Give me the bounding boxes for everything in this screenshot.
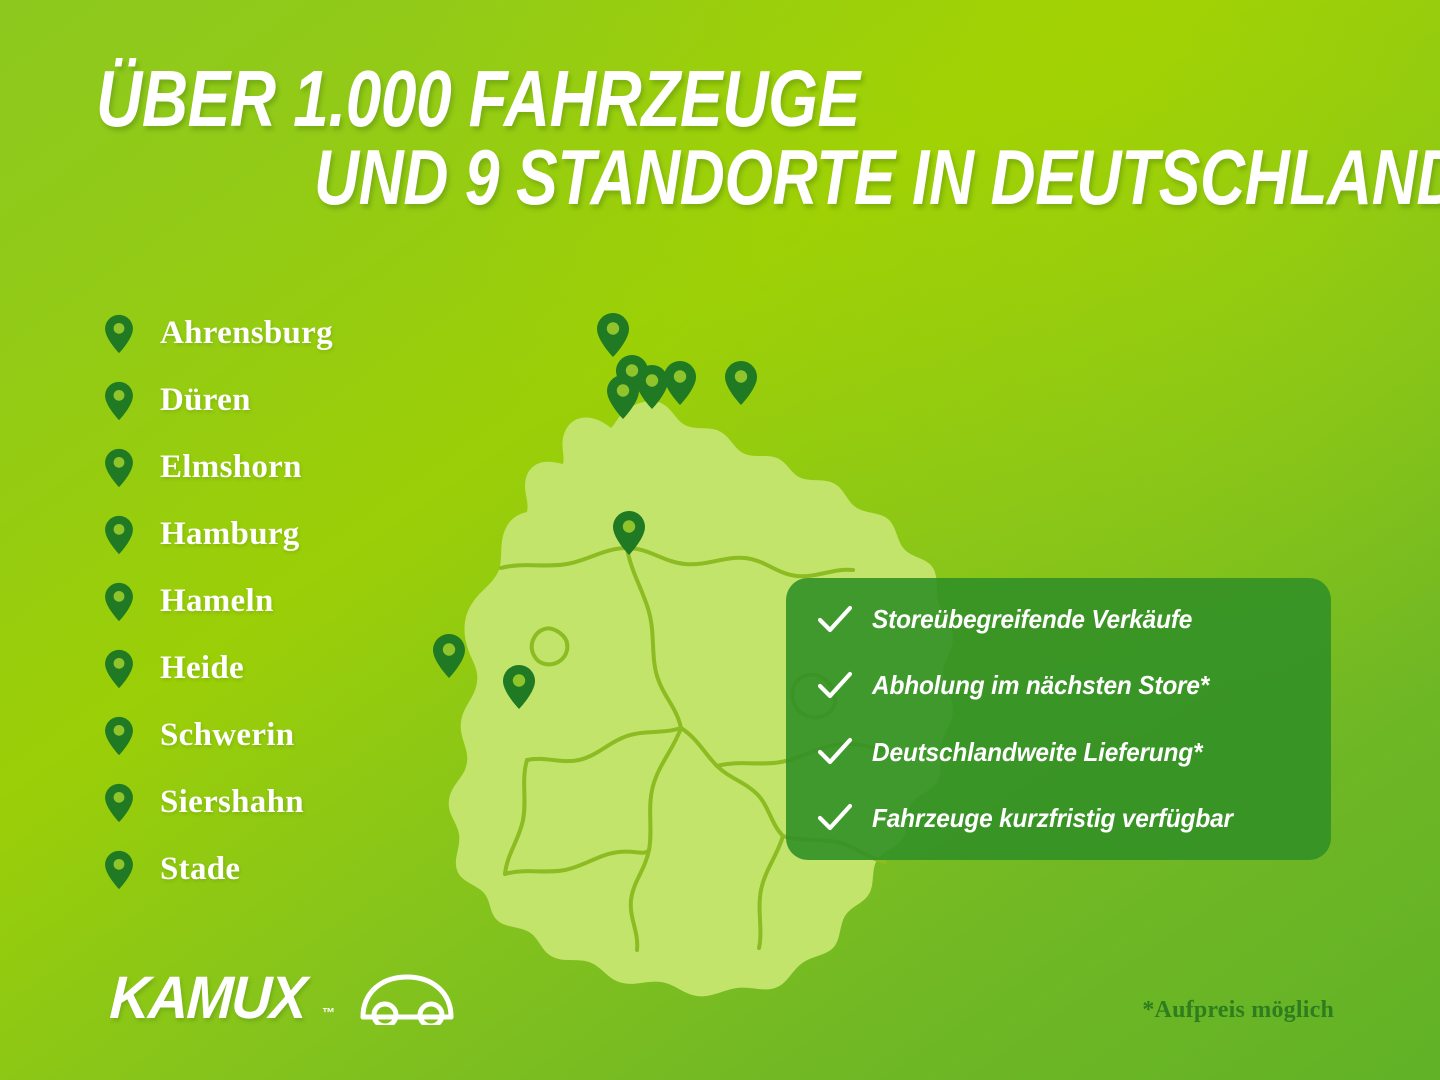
map-pin-icon: [104, 448, 134, 488]
headline-line-1: ÜBER 1.000 FAHRZEUGE: [96, 54, 860, 143]
benefits-panel: Storeübegreifende Verkäufe Abholung im nä…: [786, 578, 1331, 860]
benefit-item: Fahrzeuge kurzfristig verfügbar: [818, 803, 1301, 834]
map-pin-icon[interactable]: [635, 364, 669, 410]
benefit-label: Abholung im nächsten Store*: [872, 670, 1210, 701]
list-item[interactable]: Düren: [104, 367, 464, 434]
location-name: Hamburg: [160, 516, 300, 552]
map-pin-icon[interactable]: [596, 312, 630, 358]
benefit-label: Deutschlandweite Lieferung*: [872, 736, 1203, 767]
footnote: *Aufpreis möglich: [1142, 997, 1334, 1023]
map-pin-icon: [104, 649, 134, 689]
location-name: Stade: [160, 851, 241, 887]
benefit-label: Fahrzeuge kurzfristig verfügbar: [872, 802, 1233, 833]
location-name: Düren: [160, 382, 251, 418]
list-item[interactable]: Siershahn: [104, 769, 464, 836]
list-item[interactable]: Hamburg: [104, 501, 464, 568]
trademark-symbol: ™: [322, 1005, 335, 1020]
check-icon: [818, 803, 852, 833]
list-item[interactable]: Heide: [104, 635, 464, 702]
car-icon: [359, 971, 455, 1025]
location-name: Ahrensburg: [160, 315, 333, 351]
benefit-item: Storeübegreifende Verkäufe: [818, 604, 1301, 635]
map-pin-icon[interactable]: [606, 374, 640, 420]
page-title: ÜBER 1.000 FAHRZEUGE UND 9 STANDORTE IN …: [96, 54, 1440, 221]
check-icon: [818, 737, 852, 767]
map-pin-icon: [104, 716, 134, 756]
list-item[interactable]: Ahrensburg: [104, 300, 464, 367]
list-item[interactable]: Stade: [104, 836, 464, 903]
kamux-logo[interactable]: KAMUX ™: [108, 963, 455, 1032]
check-icon: [818, 671, 852, 701]
location-name: Elmshorn: [160, 449, 302, 485]
benefit-item: Deutschlandweite Lieferung*: [818, 737, 1301, 768]
map-pin-icon[interactable]: [612, 510, 646, 556]
map-pin-icon: [104, 850, 134, 890]
location-list: Ahrensburg Düren Elmshorn Hamburg Hameln Heid…: [104, 300, 464, 903]
location-name: Schwerin: [160, 717, 295, 753]
check-icon: [818, 605, 852, 635]
headline-line-2: UND 9 STANDORTE IN DEUTSCHLAND: [314, 132, 1440, 221]
benefit-item: Abholung im nächsten Store*: [818, 670, 1301, 701]
list-item[interactable]: Hameln: [104, 568, 464, 635]
location-name: Hameln: [160, 583, 274, 619]
map-pin-icon: [104, 381, 134, 421]
logo-wordmark: KAMUX: [108, 964, 307, 1031]
list-item[interactable]: Elmshorn: [104, 434, 464, 501]
benefit-label: Storeübegreifende Verkäufe: [872, 604, 1193, 634]
map-pin-icon: [104, 314, 134, 354]
map-pin-icon[interactable]: [724, 360, 758, 406]
map-pin-icon[interactable]: [663, 360, 697, 406]
map-pin-icon: [104, 783, 134, 823]
map-pin-icon[interactable]: [432, 633, 466, 679]
location-name: Heide: [160, 650, 244, 686]
map-pin-icon: [104, 582, 134, 622]
map-pin-icon: [104, 515, 134, 555]
location-name: Siershahn: [160, 784, 304, 820]
list-item[interactable]: Schwerin: [104, 702, 464, 769]
map-pin-icon[interactable]: [502, 664, 536, 710]
